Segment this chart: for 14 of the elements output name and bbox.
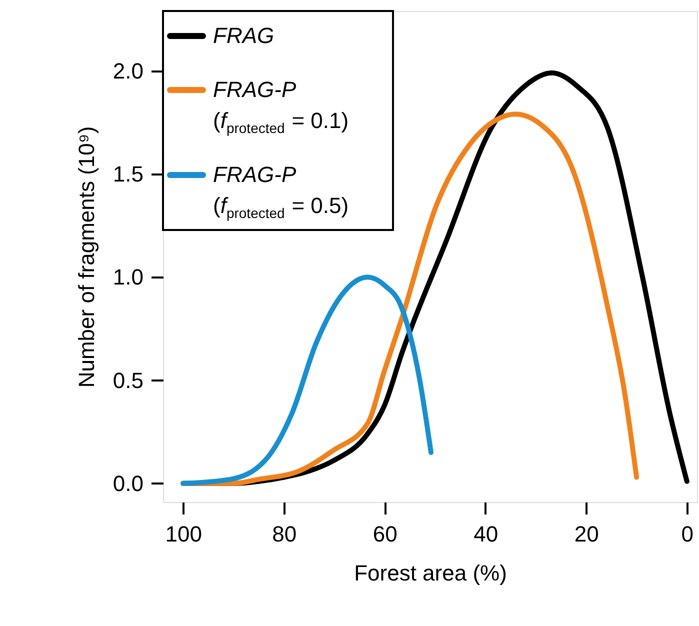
legend-label: FRAG — [213, 23, 274, 48]
x-axis-title: Forest area (%) — [354, 560, 507, 586]
y-tick-label: 0.0 — [112, 470, 144, 496]
x-tick-label: 0 — [681, 522, 694, 546]
x-tick-label: 80 — [272, 522, 297, 546]
x-tick-label: 60 — [372, 522, 398, 546]
y-tick-label: 1.0 — [112, 264, 144, 290]
y-tick-label: 0.5 — [112, 368, 144, 393]
x-tick-label: 20 — [574, 522, 599, 546]
x-tick-label: 40 — [474, 522, 498, 546]
x-tick-label: 100 — [165, 522, 202, 546]
y-tick-label: 2.0 — [112, 58, 144, 84]
y-axis-title: Number of fragments (10⁹) — [74, 126, 99, 388]
y-tick-label: 1.5 — [112, 161, 144, 186]
